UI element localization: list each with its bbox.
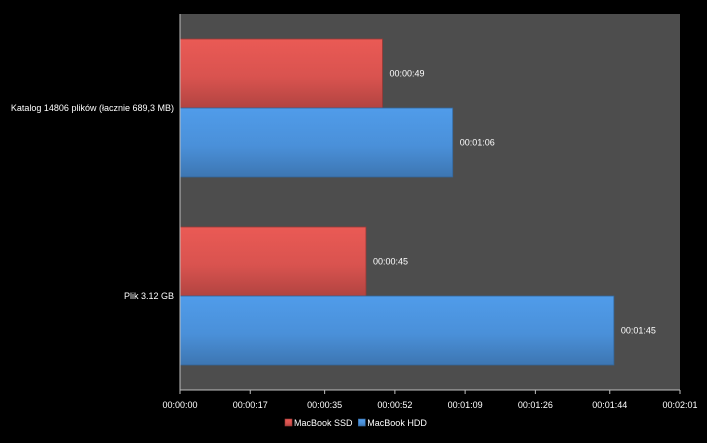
data-label: 00:01:06 [460,138,495,148]
legend-swatch [357,418,366,427]
legend-label: MacBook HDD [367,418,427,428]
x-tick-label: 00:02:01 [662,400,697,410]
bar-macbook-ssd [179,226,367,297]
data-label: 00:01:45 [621,326,656,336]
legend-swatch [284,418,293,427]
data-label: 00:00:45 [373,257,408,267]
bar-macbook-hdd [179,295,615,366]
bar-macbook-hdd [179,107,454,178]
x-tick-label: 00:00:35 [307,400,342,410]
data-label: 00:00:49 [389,69,424,79]
legend: MacBook SSD MacBook HDD [284,418,427,428]
legend-label: MacBook SSD [294,418,353,428]
x-tick-label: 00:00:17 [233,400,268,410]
x-tick-label: 00:01:09 [448,400,483,410]
x-tick-label: 00:00:52 [377,400,412,410]
category-label: Plik 3.12 GB [124,291,174,301]
bar-macbook-ssd [179,38,383,109]
x-tick-label: 00:01:26 [518,400,553,410]
x-tick-label: 00:00:00 [162,400,197,410]
category-label: Katalog 14806 plików (łacznie 689,3 MB) [11,103,174,113]
x-tick-label: 00:01:44 [592,400,627,410]
